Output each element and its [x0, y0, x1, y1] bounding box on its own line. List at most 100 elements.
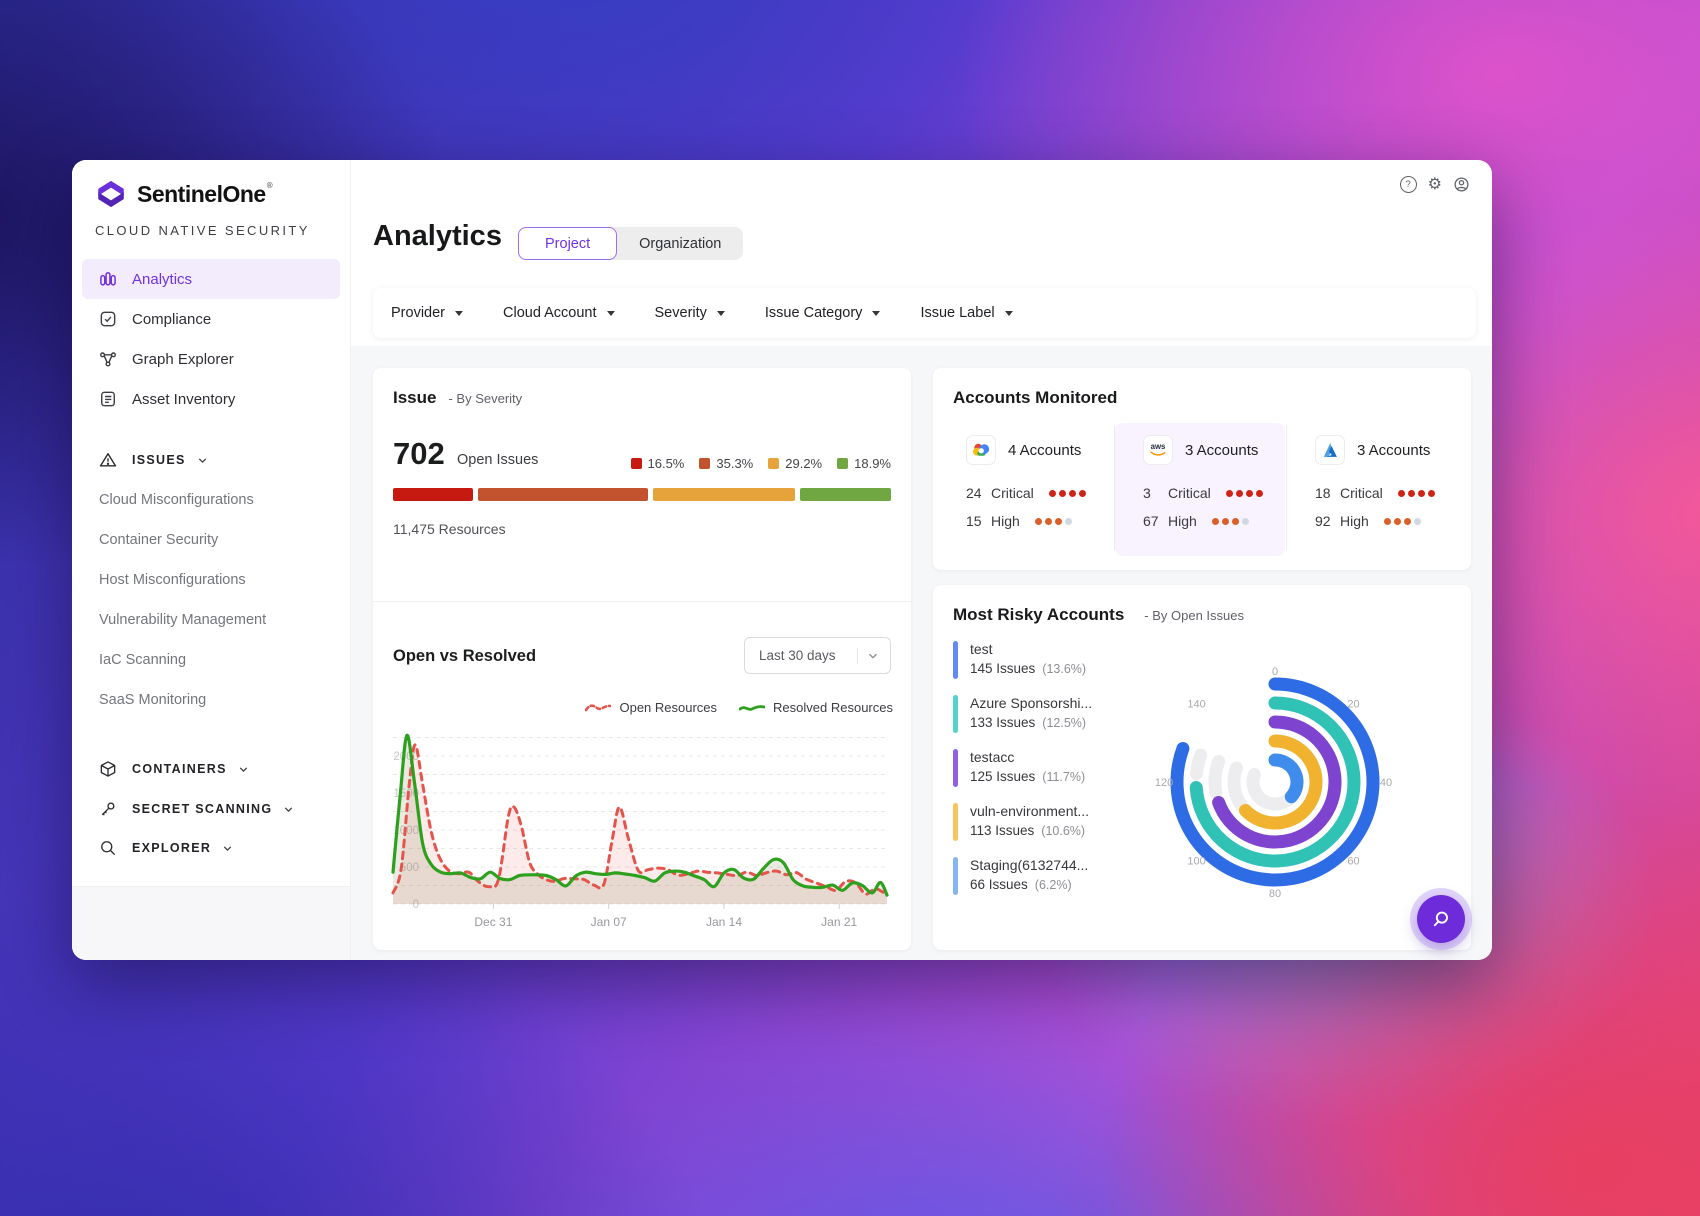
sidebar-item-saas-monitoring[interactable]: SaaS Monitoring: [99, 692, 207, 708]
legend-resolved-resources[interactable]: Resolved Resources: [739, 700, 893, 715]
brand-name: SentinelOne®: [137, 180, 273, 207]
risky-account-row[interactable]: testacc 125 Issues (11.7%): [953, 749, 1188, 787]
section-label: CONTAINERS: [132, 762, 227, 776]
gear-icon[interactable]: ⚙: [1427, 175, 1442, 193]
section-label: ISSUES: [132, 453, 186, 467]
search-icon: [1433, 911, 1448, 927]
account-name: vuln-environment...: [970, 803, 1090, 819]
open-series-swatch-icon: [585, 703, 612, 711]
provider-google-cloud[interactable]: 4 Accounts 24 Critical 15 High: [946, 423, 1109, 558]
sidebar-item-container-security[interactable]: Container Security: [99, 532, 219, 548]
sidebar-item-label: Graph Explorer: [132, 350, 234, 368]
sidebar-item-asset-inventory[interactable]: Asset Inventory: [82, 379, 340, 419]
provider-azure[interactable]: 3 Accounts 18 Critical 92 High: [1295, 423, 1458, 558]
sidebar-item-cloud-misconfigurations[interactable]: Cloud Misconfigurations: [99, 492, 254, 508]
severity-swatch-icon: [699, 458, 711, 469]
legend-label: Resolved Resources: [773, 700, 893, 715]
warning-triangle-icon: [99, 453, 117, 467]
accounts-count: 3 Accounts: [1185, 441, 1259, 459]
select-divider: [857, 647, 858, 664]
sidebar-item-vulnerability-management[interactable]: Vulnerability Management: [99, 612, 267, 628]
account-issues: 113 Issues (10.6%): [970, 823, 1086, 838]
app-window: SentinelOne® CLOUD NATIVE SECURITY Analy…: [72, 160, 1492, 960]
sidebar-section-explorer[interactable]: EXPLORER: [82, 828, 340, 868]
sidebar-item-compliance[interactable]: Compliance: [82, 299, 340, 339]
google-cloud-icon: [966, 435, 996, 465]
help-icon[interactable]: ?: [1399, 176, 1417, 193]
brand-logo: SentinelOne®: [94, 177, 273, 211]
filter-provider[interactable]: Provider: [391, 305, 463, 321]
high-dots: [1381, 517, 1421, 525]
sidebar-item-graph-explorer[interactable]: Graph Explorer: [82, 339, 340, 379]
sidebar-section-issues[interactable]: ISSUES: [82, 440, 340, 480]
sidebar-item-host-misconfigurations[interactable]: Host Misconfigurations: [99, 572, 246, 588]
svg-text:80: 80: [1269, 888, 1281, 900]
chevron-down-icon: [223, 845, 232, 851]
accounts-count: 4 Accounts: [1008, 441, 1082, 459]
tab-organization[interactable]: Organization: [609, 227, 744, 260]
svg-text:20: 20: [1347, 699, 1359, 711]
filter-issue-category[interactable]: Issue Category: [765, 305, 881, 321]
legend-label: Open Resources: [619, 700, 718, 715]
filter-label: Issue Category: [764, 305, 863, 321]
filter-severity[interactable]: Severity: [655, 305, 725, 321]
sidebar: SentinelOne® CLOUD NATIVE SECURITY Analy…: [72, 160, 351, 960]
risky-account-row[interactable]: test 145 Issues (13.6%): [953, 641, 1188, 679]
most-risky-accounts-card: Most Risky Accounts - By Open Issues tes…: [933, 585, 1471, 950]
account-icon[interactable]: [1453, 176, 1470, 193]
account-name: Azure Sponsorshi...: [970, 695, 1093, 711]
search-fab[interactable]: [1417, 895, 1465, 943]
sidebar-item-iac-scanning[interactable]: IaC Scanning: [99, 652, 187, 668]
filter-issue-label[interactable]: Issue Label: [920, 305, 1013, 321]
dropdown-caret-icon: [455, 310, 463, 316]
account-issues: 66 Issues (6.2%): [970, 877, 1072, 892]
legend-open-resources[interactable]: Open Resources: [585, 700, 717, 715]
critical-dots: [1395, 489, 1435, 497]
filter-label: Issue Label: [920, 305, 995, 321]
account-issues: 125 Issues (11.7%): [970, 769, 1086, 784]
risky-account-row[interactable]: Azure Sponsorshi... 133 Issues (12.5%): [953, 695, 1188, 733]
filter-cloud-account[interactable]: Cloud Account: [503, 305, 615, 321]
sidebar-item-label: Compliance: [132, 310, 212, 328]
svg-text:60: 60: [1347, 856, 1359, 868]
account-name: Staging(6132744...: [970, 857, 1089, 873]
sidebar-section-containers[interactable]: CONTAINERS: [82, 749, 340, 789]
sidebar-section-secret-scanning[interactable]: SECRET SCANNING: [82, 789, 340, 829]
accounts-count: 3 Accounts: [1357, 441, 1431, 459]
severity-bar-segment: [393, 488, 473, 501]
brand-trademark: ®: [266, 180, 273, 190]
open-issues-count: 702: [393, 436, 445, 471]
chevron-down-icon: [198, 457, 206, 463]
chevron-down-icon: [239, 766, 247, 772]
filter-label: Cloud Account: [503, 305, 597, 321]
critical-dots: [1223, 489, 1263, 497]
accounts-monitored-title: Accounts Monitored: [953, 388, 1118, 407]
dropdown-caret-icon: [716, 310, 725, 316]
high-dots: [1032, 517, 1072, 525]
filter-label: Severity: [654, 305, 707, 321]
critical-row: 18 Critical: [1315, 485, 1435, 501]
time-range-select[interactable]: Last 30 days: [744, 637, 891, 674]
severity-legend-item: 16.5%: [630, 456, 684, 471]
high-row: 67 High: [1143, 513, 1249, 529]
most-risky-subtitle: - By Open Issues: [1144, 608, 1245, 623]
risky-account-row[interactable]: vuln-environment... 113 Issues (10.6%): [953, 803, 1188, 841]
svg-text:120: 120: [1155, 777, 1173, 789]
azure-icon: [1315, 435, 1345, 465]
provider-aws[interactable]: aws 3 Accounts 3 Critical 67 High: [1123, 423, 1286, 558]
tab-project[interactable]: Project: [518, 227, 618, 260]
risky-radial-chart: 0 20 40 60 80 100 120 140: [1155, 666, 1392, 900]
card-divider: [373, 601, 911, 602]
risky-account-row[interactable]: Staging(6132744... 66 Issues (6.2%): [953, 857, 1188, 895]
svg-text:Jan 21: Jan 21: [821, 915, 857, 929]
svg-text:100: 100: [1187, 856, 1205, 868]
scope-toggle: Project Organization: [518, 227, 744, 260]
magnifier-icon: [101, 841, 116, 856]
time-range-value: Last 30 days: [759, 648, 836, 663]
critical-dots: [1046, 489, 1086, 497]
svg-text:40: 40: [1380, 777, 1392, 789]
section-label: EXPLORER: [132, 841, 212, 855]
sidebar-item-analytics[interactable]: Analytics: [82, 259, 340, 299]
account-issues-pct: (11.7%): [1042, 770, 1086, 784]
key-icon: [101, 802, 115, 816]
